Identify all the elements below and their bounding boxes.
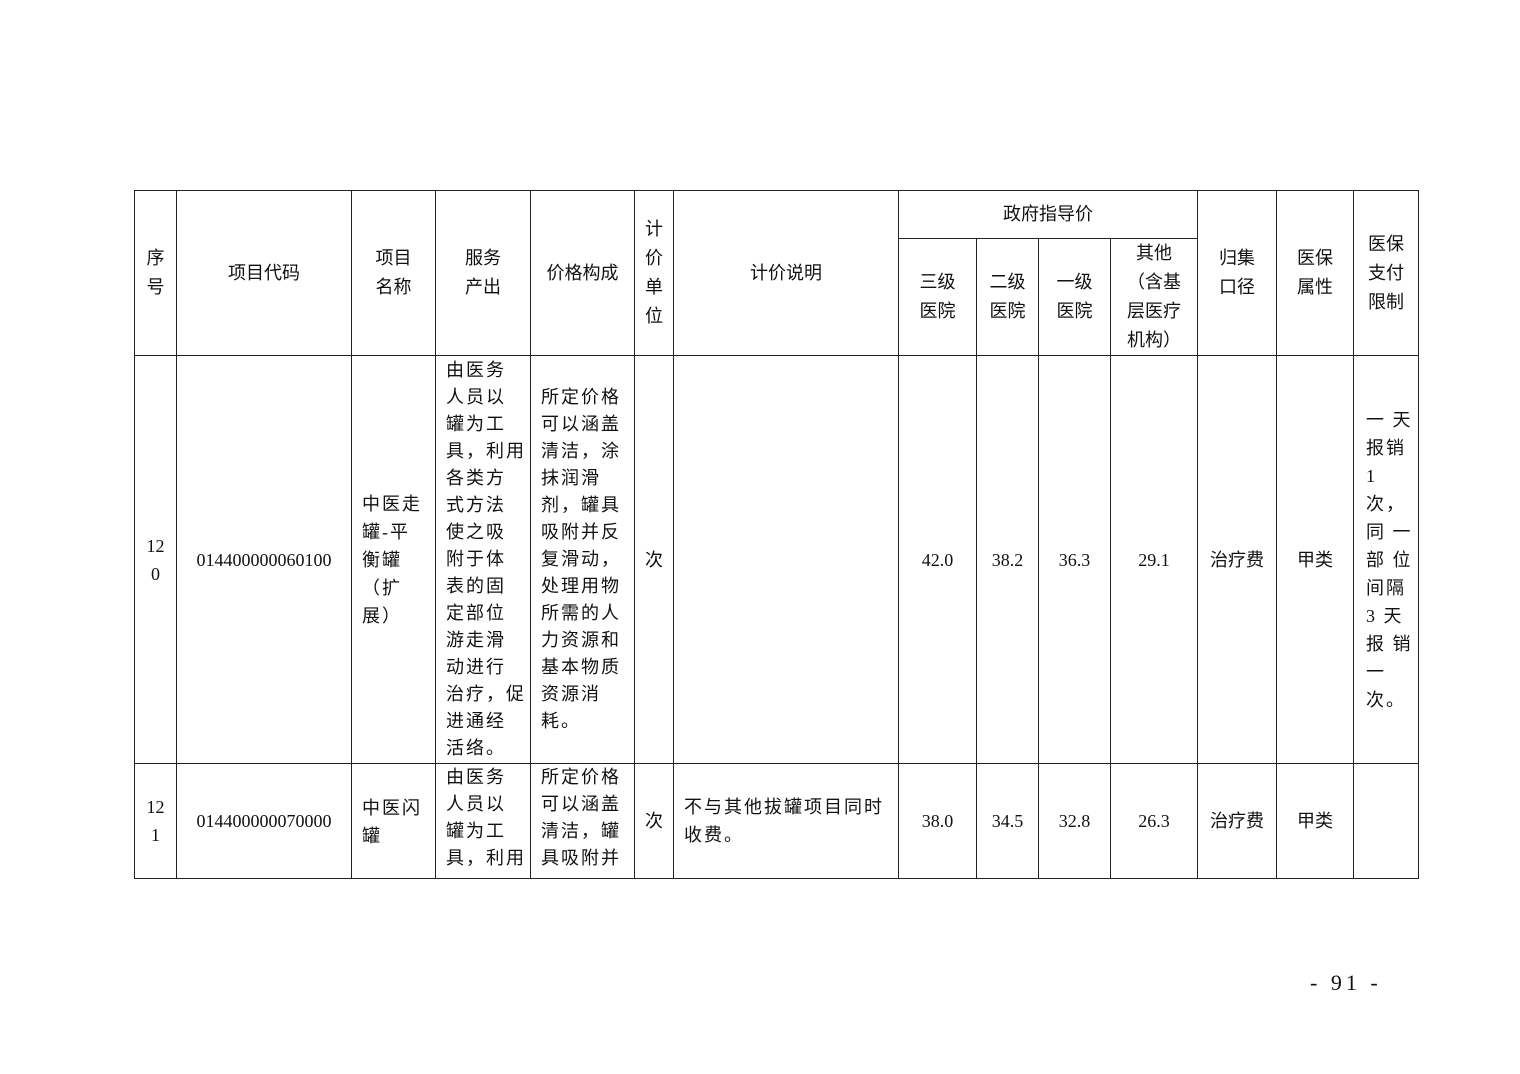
price-table: 序 号 项目代码 项目 名称 服务 产出 价格构成 计 价 单 位 计价说明 政… (134, 190, 1419, 879)
cell-level2: 38.2 (976, 355, 1039, 764)
cell-desc: 不与其他拔罐项目同时 收费。 (673, 763, 899, 879)
header-insurance: 医保 属性 (1276, 190, 1354, 356)
cell-unit: 次 (634, 355, 674, 764)
cell-output: 由医务 人员以 罐为工 具，利用 各类方 式方法 使之吸 附于体 表的固 定部位… (435, 355, 531, 764)
cell-insurance: 甲类 (1276, 355, 1354, 764)
cell-level1: 32.8 (1038, 763, 1111, 879)
cell-level2: 34.5 (976, 763, 1039, 879)
table-row: 12 1 014400000070000 中医闪 罐 由医务 人员以 罐为工 具… (134, 763, 1419, 879)
cell-insurance: 甲类 (1276, 763, 1354, 879)
cell-code: 014400000070000 (176, 763, 352, 879)
cell-limit (1353, 763, 1419, 879)
header-level2: 二级 医院 (976, 238, 1039, 356)
cell-other: 29.1 (1110, 355, 1198, 764)
cell-unit: 次 (634, 763, 674, 879)
cell-composition: 所定价格 可以涵盖 清洁，罐 具吸附并 (530, 763, 635, 879)
header-level1: 一级 医院 (1038, 238, 1111, 356)
cell-output: 由医务 人员以 罐为工 具，利用 (435, 763, 531, 879)
cell-name: 中医走 罐-平 衡罐 （扩 展） (351, 355, 436, 764)
cell-other: 26.3 (1110, 763, 1198, 879)
header-other: 其他 （含基 层医疗 机构） (1110, 238, 1198, 356)
header-subrow: 三级 医院 二级 医院 一级 医院 其他 （含基 层医疗 机构） (135, 238, 1419, 356)
header-category: 归集 口径 (1197, 190, 1277, 356)
header-name: 项目 名称 (351, 190, 436, 356)
page-number: - 91 - (1310, 970, 1382, 995)
cell-level1: 36.3 (1038, 355, 1111, 764)
header-gov-price: 政府指导价 (898, 190, 1198, 239)
header-row: 序 号 项目代码 项目 名称 服务 产出 价格构成 计 价 单 位 计价说明 政… (134, 190, 1419, 356)
cell-code: 014400000060100 (176, 355, 352, 764)
header-limit: 医保 支付 限制 (1353, 190, 1419, 356)
cell-seq: 12 0 (134, 355, 177, 764)
cell-category: 治疗费 (1197, 355, 1277, 764)
header-code: 项目代码 (176, 190, 352, 356)
cell-seq: 12 1 (134, 763, 177, 879)
table-row: 12 0 014400000060100 中医走 罐-平 衡罐 （扩 展） 由医… (134, 355, 1419, 764)
cell-composition: 所定价格 可以涵盖 清洁，涂 抹润滑 剂，罐具 吸附并反 复滑动， 处理用物 所… (530, 355, 635, 764)
header-level3: 三级 医院 (898, 238, 977, 356)
cell-category: 治疗费 (1197, 763, 1277, 879)
cell-name: 中医闪 罐 (351, 763, 436, 879)
cell-desc (673, 355, 899, 764)
header-desc: 计价说明 (673, 190, 899, 356)
cell-level3: 42.0 (898, 355, 977, 764)
header-seq: 序 号 (134, 190, 177, 356)
cell-level3: 38.0 (898, 763, 977, 879)
cell-limit: 一 天 报销 1 次， 同 一 部 位 间隔 3 天 报 销 一 次。 (1353, 355, 1419, 764)
header-composition: 价格构成 (530, 190, 635, 356)
header-unit: 计 价 单 位 (634, 190, 674, 356)
header-output: 服务 产出 (435, 190, 531, 356)
